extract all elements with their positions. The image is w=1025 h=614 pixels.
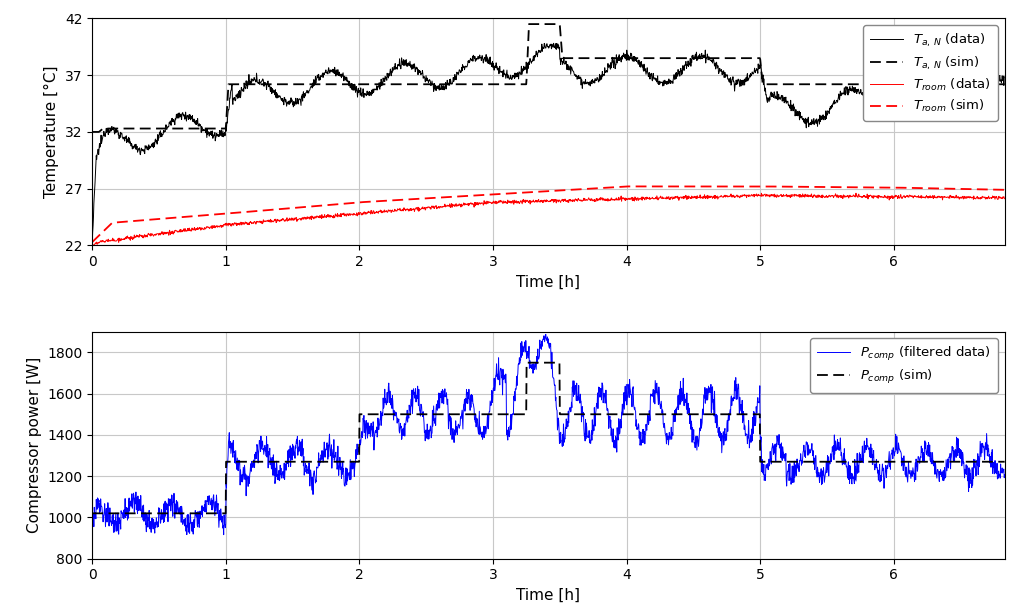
$T_{room}$ (sim) [999,186,1012,193]
$T_{room}$ (data) [702,193,714,200]
$T_{room}$ (sim) [620,183,632,190]
X-axis label: Time [h]: Time [h] [517,274,580,290]
X-axis label: Time [h]: Time [h] [517,588,580,603]
$P_{comp}$ (sim) [999,458,1012,465]
$P_{comp}$ (filtered data) [999,465,1012,473]
$T_{a,\,N}$ (data) [104,128,116,135]
$T_{room}$ (data) [104,237,116,244]
$T_{a,\,N}$ (sim) [415,80,427,88]
$T_{room}$ (data) [850,190,862,197]
$T_{room}$ (data) [883,192,895,200]
$T_{room}$ (data) [284,216,296,223]
$P_{comp}$ (sim) [104,510,116,517]
$T_{a,\,N}$ (data) [999,82,1012,90]
$T_{a,\,N}$ (sim) [702,55,714,62]
$T_{room}$ (sim) [883,184,895,191]
$P_{comp}$ (filtered data) [284,454,296,461]
Line: $T_{room}$ (sim): $T_{room}$ (sim) [92,187,1006,242]
$T_{room}$ (sim) [415,195,427,203]
$P_{comp}$ (sim) [86,510,98,517]
$T_{room}$ (sim) [283,204,295,212]
$P_{comp}$ (sim) [598,411,610,418]
$T_{room}$ (sim) [104,222,116,229]
$T_{a,\,N}$ (data) [86,238,98,246]
$T_{room}$ (data) [415,204,427,212]
$P_{comp}$ (sim) [283,458,295,465]
$T_{a,\,N}$ (sim) [283,80,295,88]
$P_{comp}$ (sim) [415,411,427,418]
$T_{a,\,N}$ (sim) [598,55,610,62]
$T_{a,\,N}$ (data) [598,71,610,79]
Legend: $P_{comp}$ (filtered data), $P_{comp}$ (sim): $P_{comp}$ (filtered data), $P_{comp}$ (… [811,338,998,393]
$T_{room}$ (data) [86,241,98,249]
Legend: $T_{a,\,N}$ (data), $T_{a,\,N}$ (sim), $T_{room}$ (data), $T_{room}$ (sim): $T_{a,\,N}$ (data), $T_{a,\,N}$ (sim), $… [863,25,998,121]
Line: $T_{a,\,N}$ (data): $T_{a,\,N}$ (data) [92,43,1006,242]
$T_{a,\,N}$ (sim) [999,80,1012,88]
$T_{room}$ (sim) [86,238,98,246]
$T_{room}$ (data) [598,196,610,203]
$T_{a,\,N}$ (sim) [883,80,895,88]
$P_{comp}$ (filtered data) [599,391,611,398]
Line: $P_{comp}$ (sim): $P_{comp}$ (sim) [92,363,1006,513]
$P_{comp}$ (sim) [883,458,895,465]
$T_{a,\,N}$ (data) [547,39,560,47]
$T_{a,\,N}$ (data) [702,56,714,64]
$P_{comp}$ (filtered data) [702,383,714,390]
Line: $P_{comp}$ (filtered data): $P_{comp}$ (filtered data) [92,334,1006,535]
$T_{room}$ (sim) [702,183,714,190]
$T_{a,\,N}$ (sim) [86,128,98,136]
$P_{comp}$ (filtered data) [104,519,116,527]
$T_{a,\,N}$ (sim) [104,125,116,132]
$T_{a,\,N}$ (data) [283,101,295,108]
$P_{comp}$ (filtered data) [86,516,98,524]
$P_{comp}$ (filtered data) [217,531,230,538]
$P_{comp}$ (sim) [521,359,533,367]
$T_{room}$ (sim) [598,184,610,192]
$T_{a,\,N}$ (data) [883,101,895,109]
Y-axis label: Compressor power [W]: Compressor power [W] [27,357,42,534]
$T_{a,\,N}$ (data) [415,71,427,78]
$T_{a,\,N}$ (sim) [523,20,535,28]
Y-axis label: Temperature [°C]: Temperature [°C] [44,66,59,198]
$P_{comp}$ (filtered data) [415,403,427,410]
Line: $T_{a,\,N}$ (sim): $T_{a,\,N}$ (sim) [92,24,1006,132]
$P_{comp}$ (filtered data) [883,453,895,460]
Line: $T_{room}$ (data): $T_{room}$ (data) [92,193,1006,246]
$P_{comp}$ (filtered data) [540,330,552,338]
$P_{comp}$ (sim) [702,411,714,418]
$T_{room}$ (data) [999,196,1012,203]
$T_{room}$ (data) [87,242,99,249]
